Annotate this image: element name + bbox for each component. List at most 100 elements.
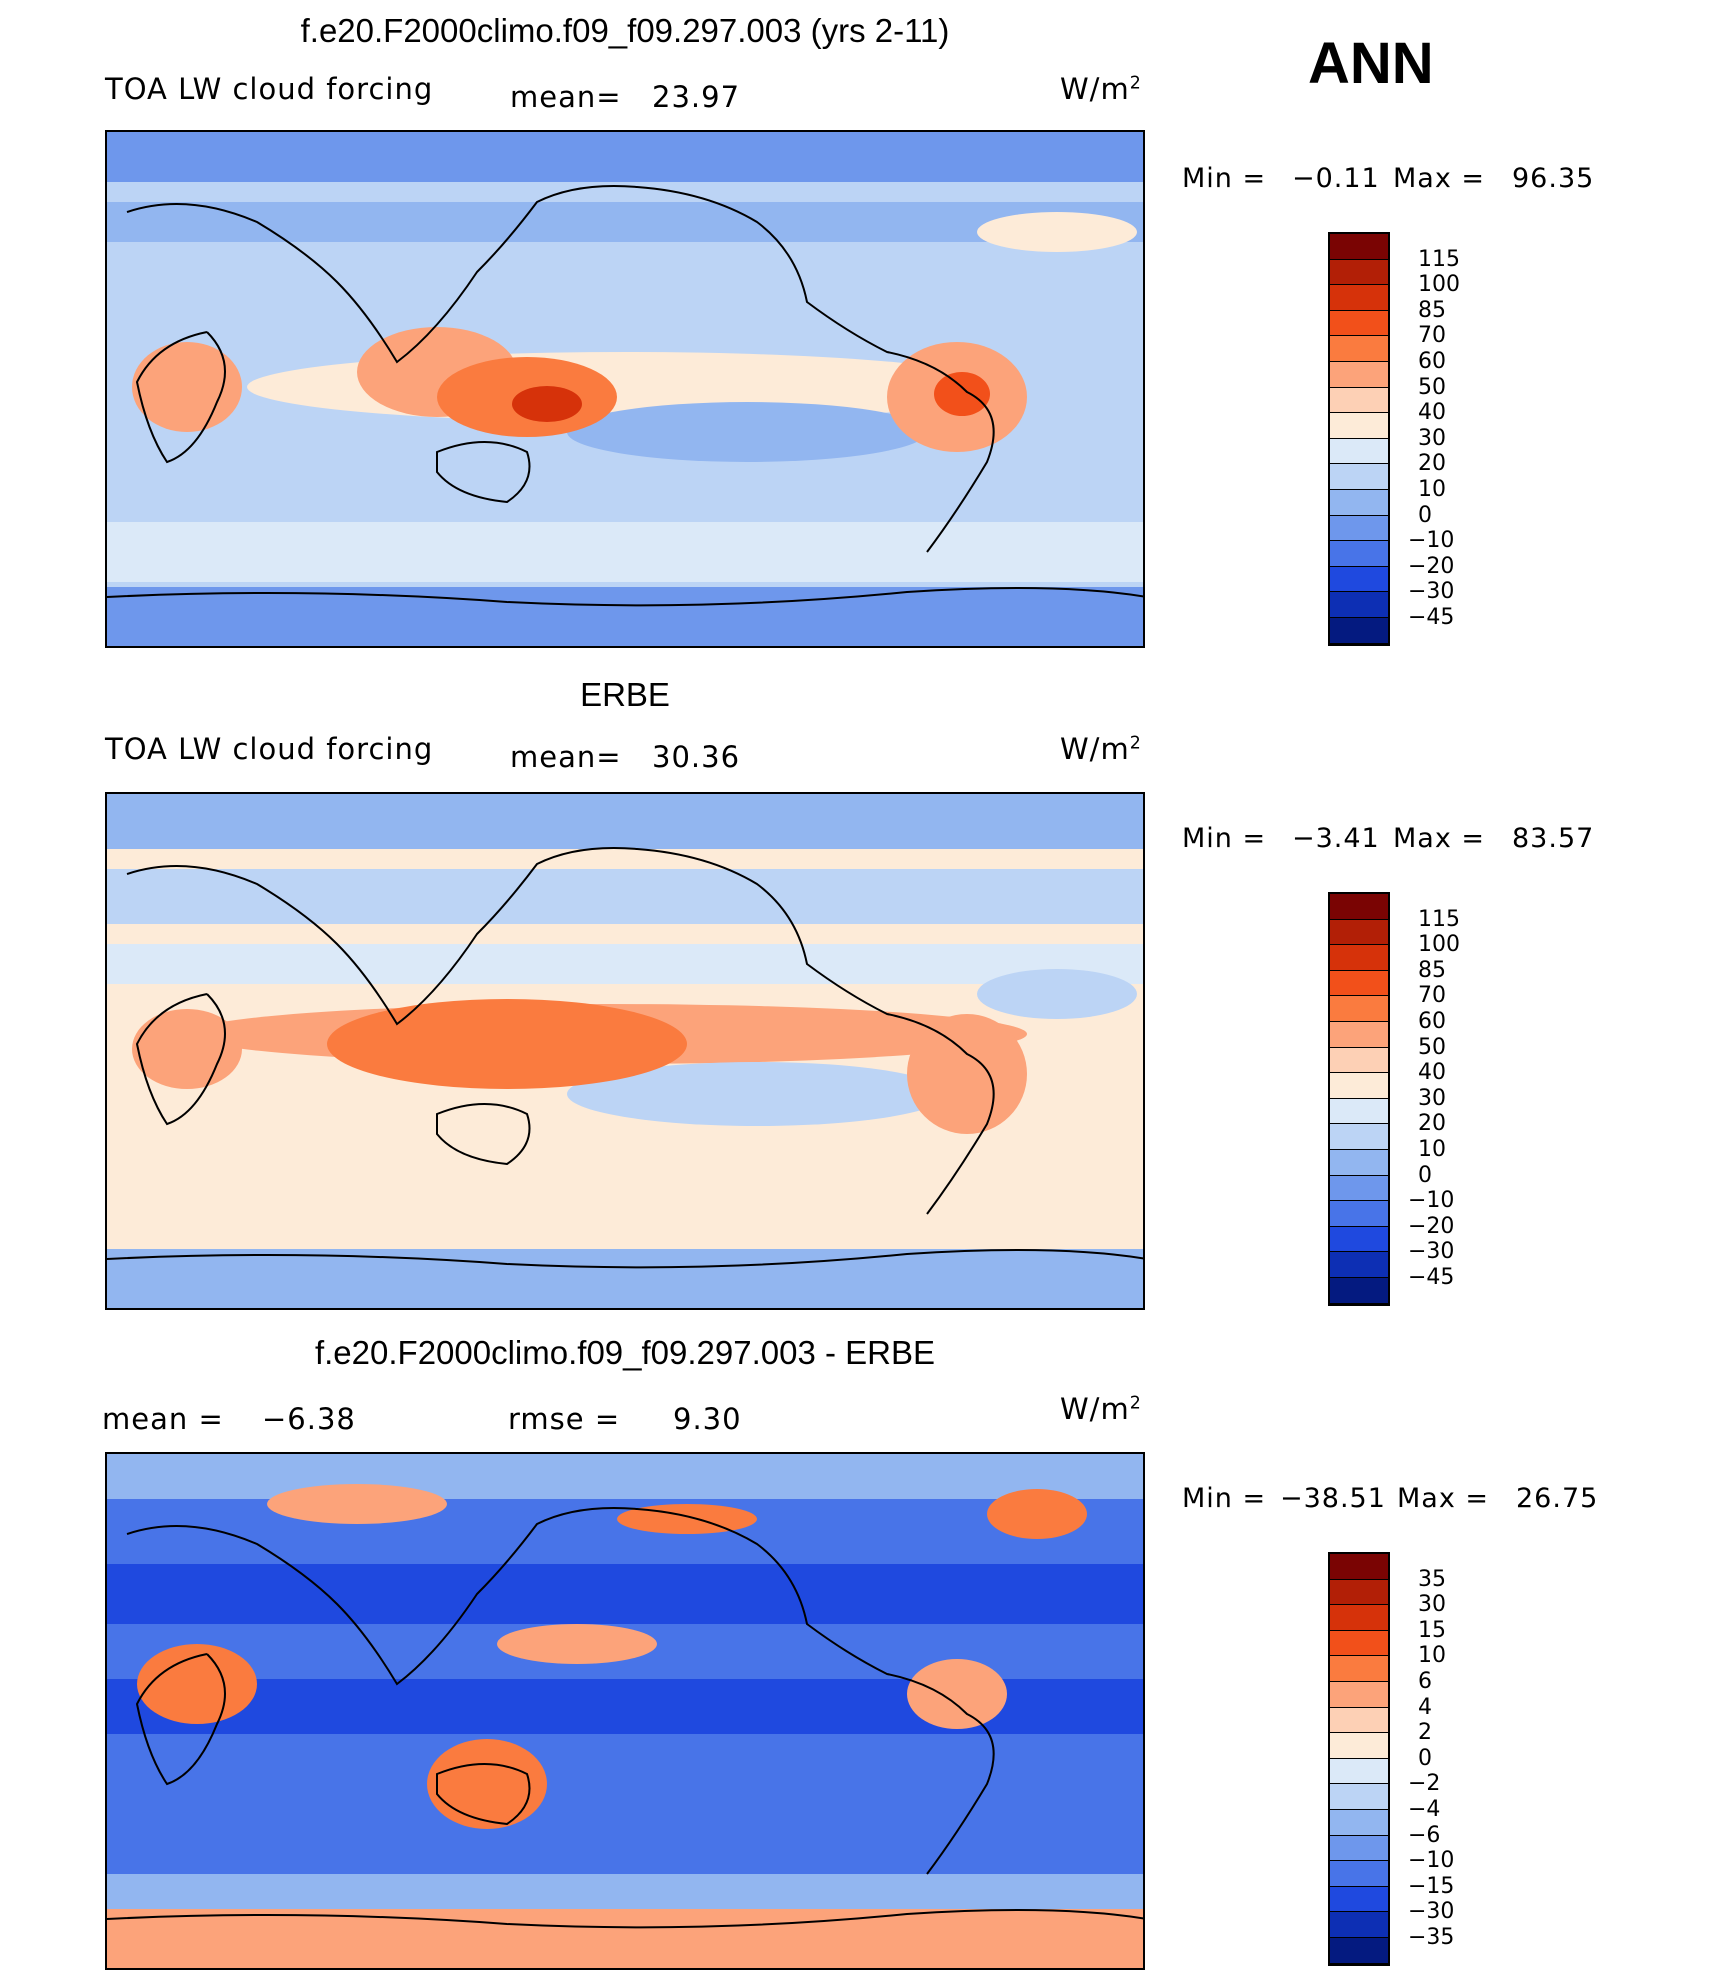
colorbar-tick-label: 40 (1418, 1060, 1446, 1086)
colorbar-segment (1330, 1605, 1388, 1631)
colorbar-tick-label: −30 (1408, 579, 1455, 605)
colorbar-segment (1330, 310, 1388, 337)
colorbar-tick-label: 70 (1418, 983, 1446, 1009)
colorbar-tick-label: −30 (1408, 1899, 1455, 1925)
panel2-max-label: Max = (1393, 823, 1486, 854)
panel2-map-svg (107, 794, 1143, 1308)
panel1-max-label: Max = (1393, 163, 1486, 194)
panel3-field-nmid (107, 1564, 1143, 1624)
colorbar-segment (1330, 1554, 1388, 1580)
colorbar-segment (1330, 413, 1388, 439)
panel2-field-nmid (107, 869, 1143, 924)
colorbar-segment (1330, 1681, 1388, 1708)
colorbar-tick-label: −20 (1408, 1213, 1455, 1239)
panel1-field-smid (107, 522, 1143, 582)
panel2-field-africa (132, 1009, 242, 1089)
panel2-units: W/m2 (1060, 732, 1142, 766)
colorbar-tick-label: 2 (1418, 1720, 1432, 1746)
panel2-field-antarctic (107, 1249, 1143, 1308)
colorbar-segment (1330, 1835, 1388, 1862)
panel3-title: f.e20.F2000climo.f09_f09.297.003 - ERBE (314, 1334, 936, 1371)
colorbar-tick-label: −30 (1408, 1239, 1455, 1265)
colorbar-segment (1330, 1707, 1388, 1734)
panel3-field-africa (137, 1644, 257, 1724)
colorbar-segment (1330, 919, 1388, 946)
panel2-variable: TOA LW cloud forcing (105, 732, 434, 766)
panel3-field-siberia (267, 1484, 447, 1524)
panel2-max-value: 83.57 (1512, 823, 1595, 854)
panel3-max-value: 26.75 (1516, 1483, 1599, 1514)
panel1-field-antarctic (107, 587, 1143, 646)
panel1-mean-value: 23.97 (652, 80, 741, 114)
colorbar-tick-label: −2 (1408, 1771, 1441, 1797)
colorbar-segment (1330, 1758, 1388, 1785)
colorbar-tick-label: 40 (1418, 400, 1446, 426)
colorbar-tick-label: −45 (1408, 1265, 1455, 1290)
panel2-mean-label: mean= (510, 740, 622, 774)
colorbar-tick-label: 85 (1418, 957, 1446, 983)
panel2-min-value: −3.41 (1292, 823, 1380, 854)
colorbar-tick-label: −15 (1408, 1873, 1455, 1899)
panel1-units: W/m2 (1060, 72, 1142, 106)
colorbar-segment (1330, 1073, 1388, 1099)
colorbar-segment (1330, 592, 1388, 618)
panel3-max-label: Max = (1397, 1483, 1490, 1514)
colorbar-segment (1330, 1912, 1388, 1938)
colorbar-tick-label: −10 (1408, 528, 1455, 554)
colorbar-segment (1330, 1226, 1388, 1253)
panel2-australia-outline (436, 1103, 531, 1166)
panel1-map-svg (107, 132, 1143, 646)
colorbar-tick-label: −20 (1408, 553, 1455, 579)
colorbar-segment (1330, 1630, 1388, 1657)
panel3-field-npac-warm (497, 1624, 657, 1664)
colorbar-tick-label: −45 (1408, 605, 1455, 630)
panel2-colorbar (1328, 892, 1390, 1306)
panel3-field-australia (427, 1739, 547, 1829)
panel3-field-greenland (987, 1489, 1087, 1539)
colorbar-segment (1330, 1149, 1388, 1176)
panel2-title: ERBE (580, 676, 670, 713)
panel1-colorbar (1328, 232, 1390, 646)
colorbar-tick-label: 4 (1418, 1694, 1432, 1720)
panel2-field-natl (977, 969, 1137, 1019)
colorbar-segment (1330, 541, 1388, 567)
colorbar-segment (1330, 259, 1388, 286)
colorbar-tick-label: 10 (1418, 477, 1446, 502)
panel3-coastline (126, 1507, 995, 1875)
colorbar-segment (1330, 234, 1388, 260)
colorbar-segment (1330, 1733, 1388, 1759)
panel1-max-value: 96.35 (1512, 163, 1595, 194)
colorbar-segment (1330, 515, 1388, 542)
colorbar-segment (1330, 1656, 1388, 1682)
panel2-africa-outline (135, 993, 226, 1126)
colorbar-segment (1330, 1886, 1388, 1913)
colorbar-segment (1330, 1201, 1388, 1227)
colorbar-tick-label: −10 (1408, 1188, 1455, 1214)
panel2-antarctica-outline (107, 1249, 1143, 1269)
panel1-australia-outline (436, 441, 531, 504)
panel3-map-svg (107, 1454, 1143, 1968)
colorbar-tick-label: 20 (1418, 451, 1446, 477)
panel1-field-africa (132, 342, 242, 432)
colorbar-segment (1330, 1175, 1388, 1202)
colorbar-tick-label: 0 (1418, 1162, 1432, 1188)
colorbar-segment (1330, 1098, 1388, 1125)
panel1-coastline (126, 185, 995, 553)
colorbar-tick-label: −6 (1408, 1822, 1441, 1848)
panel3-africa-outline (135, 1653, 226, 1786)
colorbar-tick-label: −35 (1408, 1925, 1455, 1950)
colorbar-segment (1330, 361, 1388, 388)
season-label: ANN (1308, 31, 1434, 96)
panel2-map (105, 792, 1145, 1310)
colorbar-segment (1330, 1124, 1388, 1150)
colorbar-segment (1330, 996, 1388, 1022)
colorbar-tick-label: −10 (1408, 1848, 1455, 1874)
panel3-australia-outline (436, 1763, 531, 1826)
panel3-min-label: Min = (1182, 1483, 1267, 1514)
colorbar-segment (1330, 945, 1388, 971)
panel2-field-arctic (107, 794, 1143, 849)
panel2-coastline (126, 847, 995, 1215)
colorbar-tick-label: 70 (1418, 323, 1446, 349)
panel1-field-arctic (107, 132, 1143, 182)
colorbar-segment (1330, 438, 1388, 465)
